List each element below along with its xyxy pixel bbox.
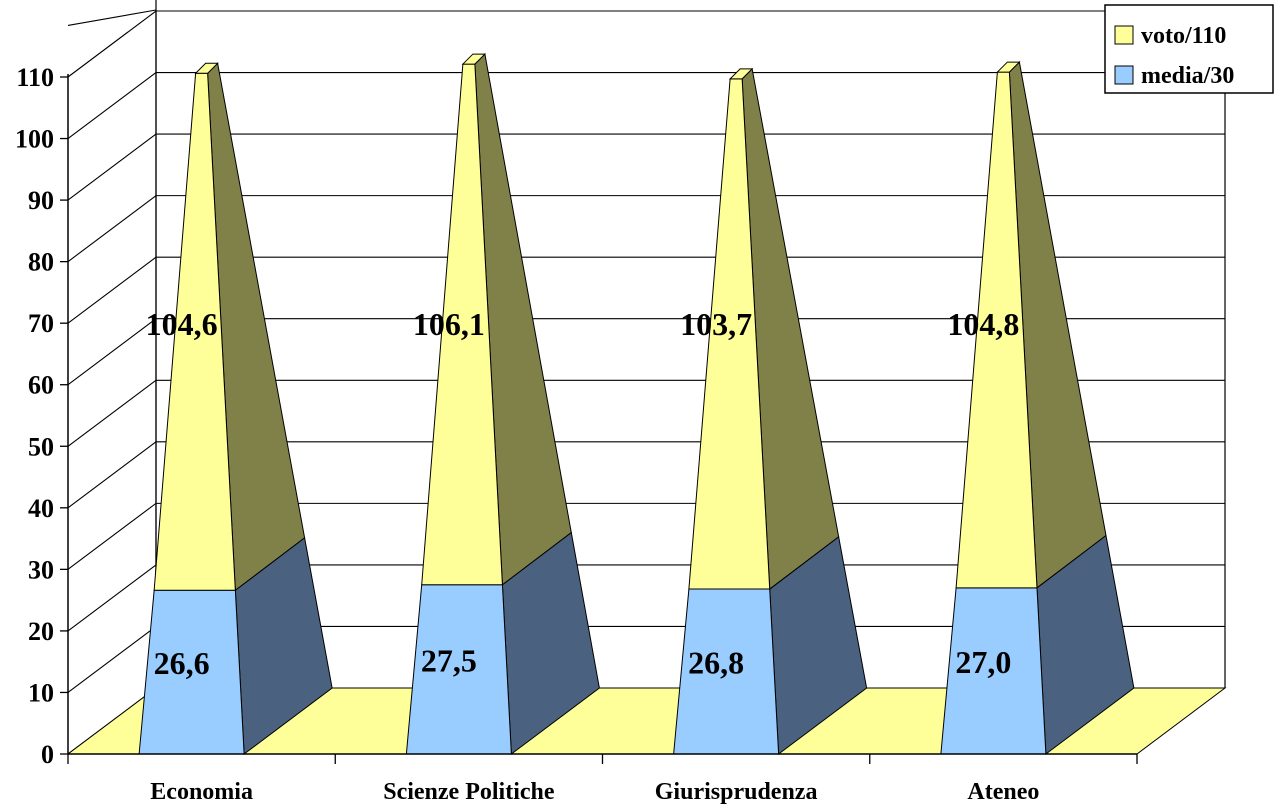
x-tick-label-3: Ateneo [967, 779, 1039, 805]
gridline-90 [67, 133, 1225, 201]
y-tick-label-0: 0 [41, 740, 54, 769]
gridline-30 [67, 502, 1225, 570]
y-tick-label-40: 40 [28, 494, 54, 523]
data-label-media/30-2: 26,8 [688, 645, 744, 681]
y-tick-label-10: 10 [28, 678, 54, 707]
gridline-60 [67, 318, 1225, 386]
y-tick-label-20: 20 [28, 617, 54, 646]
axes: 0 10 20 30 40 50 60 70 80 90 100 110 Economia Scienze… [15, 63, 1138, 805]
legend-label-media: media/30 [1141, 63, 1234, 89]
y-tick-label-30: 30 [28, 555, 54, 584]
legend-label-voto: voto/110 [1141, 23, 1226, 49]
bar-cap-1 [461, 53, 487, 65]
x-tick-label-2: Giurisprudenza [655, 779, 818, 805]
legend-swatch-media [1114, 65, 1134, 85]
gridline-70 [67, 256, 1225, 324]
bar-cap-2 [728, 68, 754, 80]
gridline-50 [67, 379, 1225, 447]
data-label-media/30-0: 26,6 [154, 645, 210, 681]
bar-cap-3 [996, 61, 1021, 73]
bars [138, 53, 1135, 755]
data-label-voto/110-0: 104,6 [146, 306, 218, 342]
y-tick-label-90: 90 [28, 186, 54, 215]
y-tick-label-80: 80 [28, 248, 54, 277]
x-tick-label-0: Economia [150, 779, 253, 805]
y-tick-label-70: 70 [28, 309, 54, 338]
bar-cap-0 [194, 62, 219, 74]
data-label-voto/110-3: 104,8 [947, 306, 1019, 342]
gridline-110 [67, 10, 1225, 78]
y-tick-label-110: 110 [16, 63, 54, 92]
data-label-voto/110-1: 106,1 [413, 306, 485, 342]
gridline-100 [67, 71, 1225, 139]
data-label-media/30-1: 27,5 [421, 642, 477, 678]
x-tick-label-1: Scienze Politiche [383, 779, 555, 805]
legend-swatch-voto [1114, 25, 1134, 45]
y-tick-label-50: 50 [28, 432, 54, 461]
gridline-80 [67, 195, 1225, 263]
side-wall-top-edge [67, 9, 157, 26]
data-label-media/30-3: 27,0 [955, 644, 1011, 680]
data-label-voto/110-2: 103,7 [680, 306, 752, 342]
y-tick-label-60: 60 [28, 371, 54, 400]
data-labels: 26,6 104,6 27,5 106,1 26,8 103,7 27,0 104,8 [146, 306, 1020, 681]
y-tick-label-100: 100 [15, 125, 54, 154]
gridline-40 [67, 441, 1225, 509]
legend: voto/110 media/30 [1104, 4, 1274, 94]
